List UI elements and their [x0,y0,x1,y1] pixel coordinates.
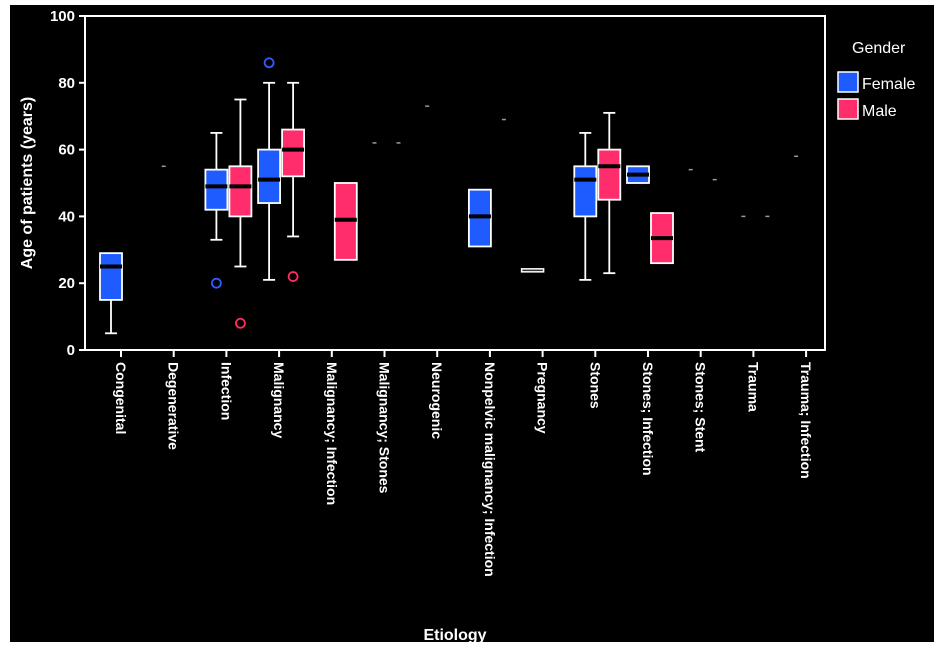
outlier-male-infection-0 [234,317,246,329]
x-tick-label-malignancy-infection: Malignancy; Infection [324,362,340,505]
y-tick-label-100: 100 [50,8,75,25]
x-tick-label-degenerative: Degenerative [166,362,182,450]
plot-area-border [84,15,826,351]
x-tick-label-infection: Infection [218,362,234,420]
legend-swatch-female [837,71,859,93]
legend-swatch-male [837,98,859,120]
outlier-female-malignancy-0 [263,57,275,69]
y-tick-label-60: 60 [58,142,75,159]
box-marks [99,57,799,335]
legend-title: Gender [852,40,906,57]
x-tick-label-stones: Stones [587,362,603,409]
x-tick-label-stones-infection: Stones; Infection [640,362,656,476]
x-tick-label-malignancy-stones: Malignancy; Stones [377,362,393,494]
x-tick-label-neurogenic: Neurogenic [429,362,445,439]
box-female-infection [204,168,229,211]
x-tick-label-stones-stent: Stones; Stent [693,362,709,453]
x-tick-label-trauma-infection: Trauma; Infection [798,362,814,479]
box-male-infection [228,165,253,218]
x-tick-label-trauma: Trauma [745,362,761,412]
legend-label-female: Female [862,76,915,93]
x-axis: Congenital Degenerative Infection Malignanc… [113,350,814,577]
x-tick-label-pregnancy: Pregnancy [535,362,551,434]
outlier-female-infection-0 [210,277,222,289]
box-male-malignancy [281,128,306,178]
x-tick-label-congenital: Congenital [113,362,129,434]
y-tick-label-0: 0 [67,342,75,359]
y-axis-title: Age of patients (years) [19,97,36,269]
y-tick-label-20: 20 [58,275,75,292]
y-tick-label-40: 40 [58,208,75,225]
y-tick-label-80: 80 [58,75,75,92]
outlier-male-malignancy-0 [287,271,299,282]
x-axis-title: Etiology [423,627,486,644]
box-female-malignancy [257,148,282,204]
x-tick-label-nonpelvic-malignancy-infection: Nonpelvic malignancy; Infection [482,362,498,577]
box-female-stones [573,165,598,218]
y-axis: 0 20 40 60 80 100 [50,8,85,359]
legend: Gender Female Male [837,40,915,120]
chart-background [10,5,934,642]
legend-label-male: Male [862,103,897,120]
box-female-pregnancy [520,268,545,273]
box-female-congenital [99,252,123,301]
x-tick-label-malignancy: Malignancy [271,362,287,438]
box-male-stones [597,148,622,201]
